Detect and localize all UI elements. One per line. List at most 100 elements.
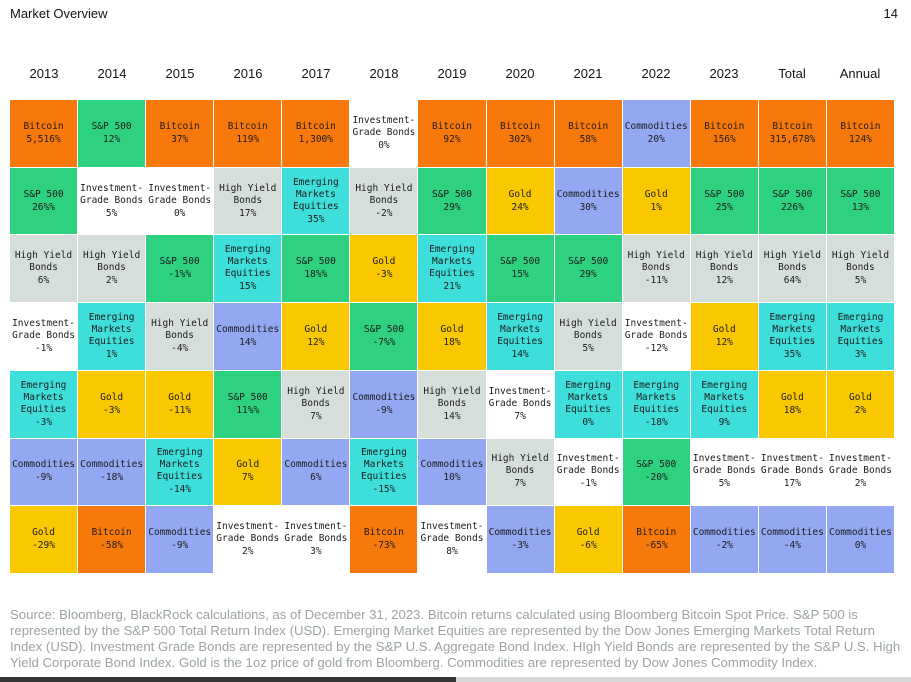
return-value: -2% [715, 540, 733, 552]
asset-label: S&P 500 [431, 188, 473, 200]
return-value: -3% [375, 269, 393, 281]
asset-label: S&P 500 [568, 256, 609, 268]
return-cell: Commodities -18% [78, 438, 146, 506]
return-value: 226% [780, 201, 804, 213]
return-cell: Investment-Grade Bonds -1% [554, 438, 622, 506]
return-cell: High Yield Bonds 12% [690, 235, 758, 303]
return-cell: Investment-Grade Bonds 17% [758, 438, 826, 506]
page-number: 14 [883, 6, 898, 21]
return-value: -14% [168, 484, 192, 496]
asset-label: Bitcoin [500, 120, 541, 132]
asset-label: Bitcoin [227, 120, 268, 132]
return-cell: Bitcoin 1,300% [282, 100, 350, 167]
asset-label: Investment-Grade Bonds [488, 385, 552, 409]
asset-label: Investment-Grade Bonds [80, 182, 144, 206]
return-cell: High Yield Bonds 7% [486, 438, 554, 506]
return-cell: High Yield Bonds 6% [10, 235, 78, 303]
return-cell: Investment-Grade Bonds 5% [78, 167, 146, 235]
asset-label: Emerging Markets Equities [633, 379, 680, 415]
return-cell: Investment-Grade Bonds 2% [214, 506, 282, 573]
asset-label: Investment-Grade Bonds [624, 317, 688, 341]
return-cell: Emerging Markets Equities 35% [282, 167, 350, 235]
return-value: 29% [579, 269, 597, 281]
return-value: 5% [105, 207, 118, 219]
return-cell: Emerging Markets Equities -15% [350, 438, 418, 506]
return-value: -6% [579, 540, 597, 552]
page-progress-fill [0, 677, 456, 682]
return-cell: Investment-Grade Bonds 0% [146, 167, 214, 235]
asset-label: Emerging Markets Equities [497, 311, 543, 347]
return-cell: Investment-Grade Bonds 8% [418, 506, 486, 573]
return-cell: Commodities -9% [350, 370, 418, 438]
asset-label: Gold [304, 323, 328, 335]
return-cell: Investment-Grade Bonds 0% [350, 100, 418, 167]
return-cell: Emerging Markets Equities -14% [146, 438, 214, 506]
return-cell: High Yield Bonds 5% [554, 303, 622, 370]
asset-label: Emerging Markets Equities [565, 379, 612, 415]
asset-label: Gold [712, 323, 736, 335]
return-cell: High Yield Bonds -11% [622, 235, 690, 303]
column-header-2021: 2021 [573, 66, 603, 81]
return-cell: Bitcoin 37% [146, 100, 214, 167]
asset-label: High Yield Bonds [559, 317, 617, 341]
asset-label: Bitcoin [91, 527, 132, 539]
return-value: 3% [854, 348, 867, 360]
asset-label: Bitcoin [636, 527, 677, 539]
asset-label: High Yield Bonds [14, 250, 73, 274]
return-value: -2% [375, 207, 393, 219]
return-value: 5% [718, 478, 731, 490]
return-value: 119% [236, 133, 260, 145]
asset-label: Gold [508, 188, 532, 200]
asset-label: Emerging Markets Equities [20, 379, 67, 415]
return-cell: Bitcoin 92% [418, 100, 486, 167]
return-value: 7% [242, 472, 254, 484]
return-value: 13% [851, 201, 870, 213]
return-cell: Gold 18% [418, 303, 486, 370]
return-value: 0% [854, 540, 867, 552]
return-value: 1% [105, 348, 118, 360]
asset-label: S&P 500 [159, 256, 200, 268]
top-bar: Market Overview 14 [10, 6, 898, 21]
asset-label: Commodities [692, 527, 756, 539]
return-value: 10% [443, 472, 461, 484]
return-value: 17% [783, 478, 801, 490]
return-value: 5% [582, 342, 594, 354]
return-value: -18% [100, 472, 124, 484]
asset-label: Bitcoin [840, 120, 881, 132]
asset-label: Emerging Markets Equities [701, 379, 748, 415]
return-value: 7% [514, 478, 526, 490]
asset-label: High Yield Bonds [491, 453, 549, 477]
return-cell: Commodities -3% [486, 506, 554, 573]
asset-label: Bitcoin [23, 120, 64, 132]
return-cell: Gold 7% [214, 438, 282, 506]
asset-label: S&P 500 [636, 459, 677, 471]
asset-label: Emerging Markets Equities [292, 176, 339, 212]
return-cell: S&P 500 226% [758, 167, 826, 235]
return-cell: Gold 24% [486, 167, 554, 235]
return-value: 6% [37, 275, 50, 287]
return-value: 0% [582, 416, 594, 428]
asset-label: Gold [780, 391, 804, 403]
return-value: 29% [443, 201, 461, 213]
return-cell: Bitcoin 124% [826, 100, 894, 167]
asset-label: Commodities [420, 459, 484, 471]
return-value: -3% [34, 416, 53, 428]
return-cell: Investment-Grade Bonds 7% [486, 370, 554, 438]
return-cell: Gold -6% [554, 506, 622, 573]
return-value: -9% [375, 404, 393, 416]
asset-label: High Yield Bonds [83, 250, 141, 274]
return-value: -20% [644, 472, 668, 484]
return-cell: Commodities -4% [758, 506, 826, 573]
return-cell: S&P 500 -1%% [146, 235, 214, 303]
return-cell: S&P 500 -7%% [350, 303, 418, 370]
column-header-2023: 2023 [709, 66, 739, 81]
return-value: -1% [34, 342, 53, 354]
asset-label: Gold [576, 527, 600, 539]
return-cell: High Yield Bonds -2% [350, 167, 418, 235]
return-cell: Bitcoin -58% [78, 506, 146, 573]
return-value: 58% [579, 133, 597, 145]
return-cell: S&P 500 -20% [622, 438, 690, 506]
asset-label: Gold [849, 391, 872, 403]
return-value: 0% [378, 139, 390, 151]
asset-label: Emerging Markets Equities [429, 244, 475, 280]
